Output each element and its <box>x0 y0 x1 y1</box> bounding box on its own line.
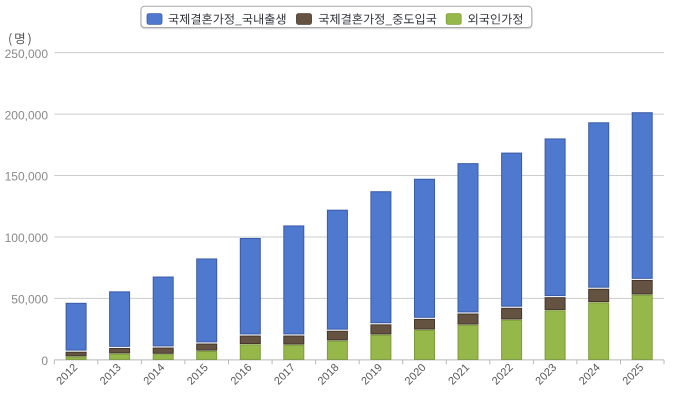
svg-text:250,000: 250,000 <box>5 47 49 61</box>
svg-text:200,000: 200,000 <box>5 108 49 122</box>
svg-text:0: 0 <box>41 354 48 368</box>
svg-text:100,000: 100,000 <box>5 231 49 245</box>
svg-text:150,000: 150,000 <box>5 170 49 184</box>
svg-text:50,000: 50,000 <box>11 293 48 307</box>
